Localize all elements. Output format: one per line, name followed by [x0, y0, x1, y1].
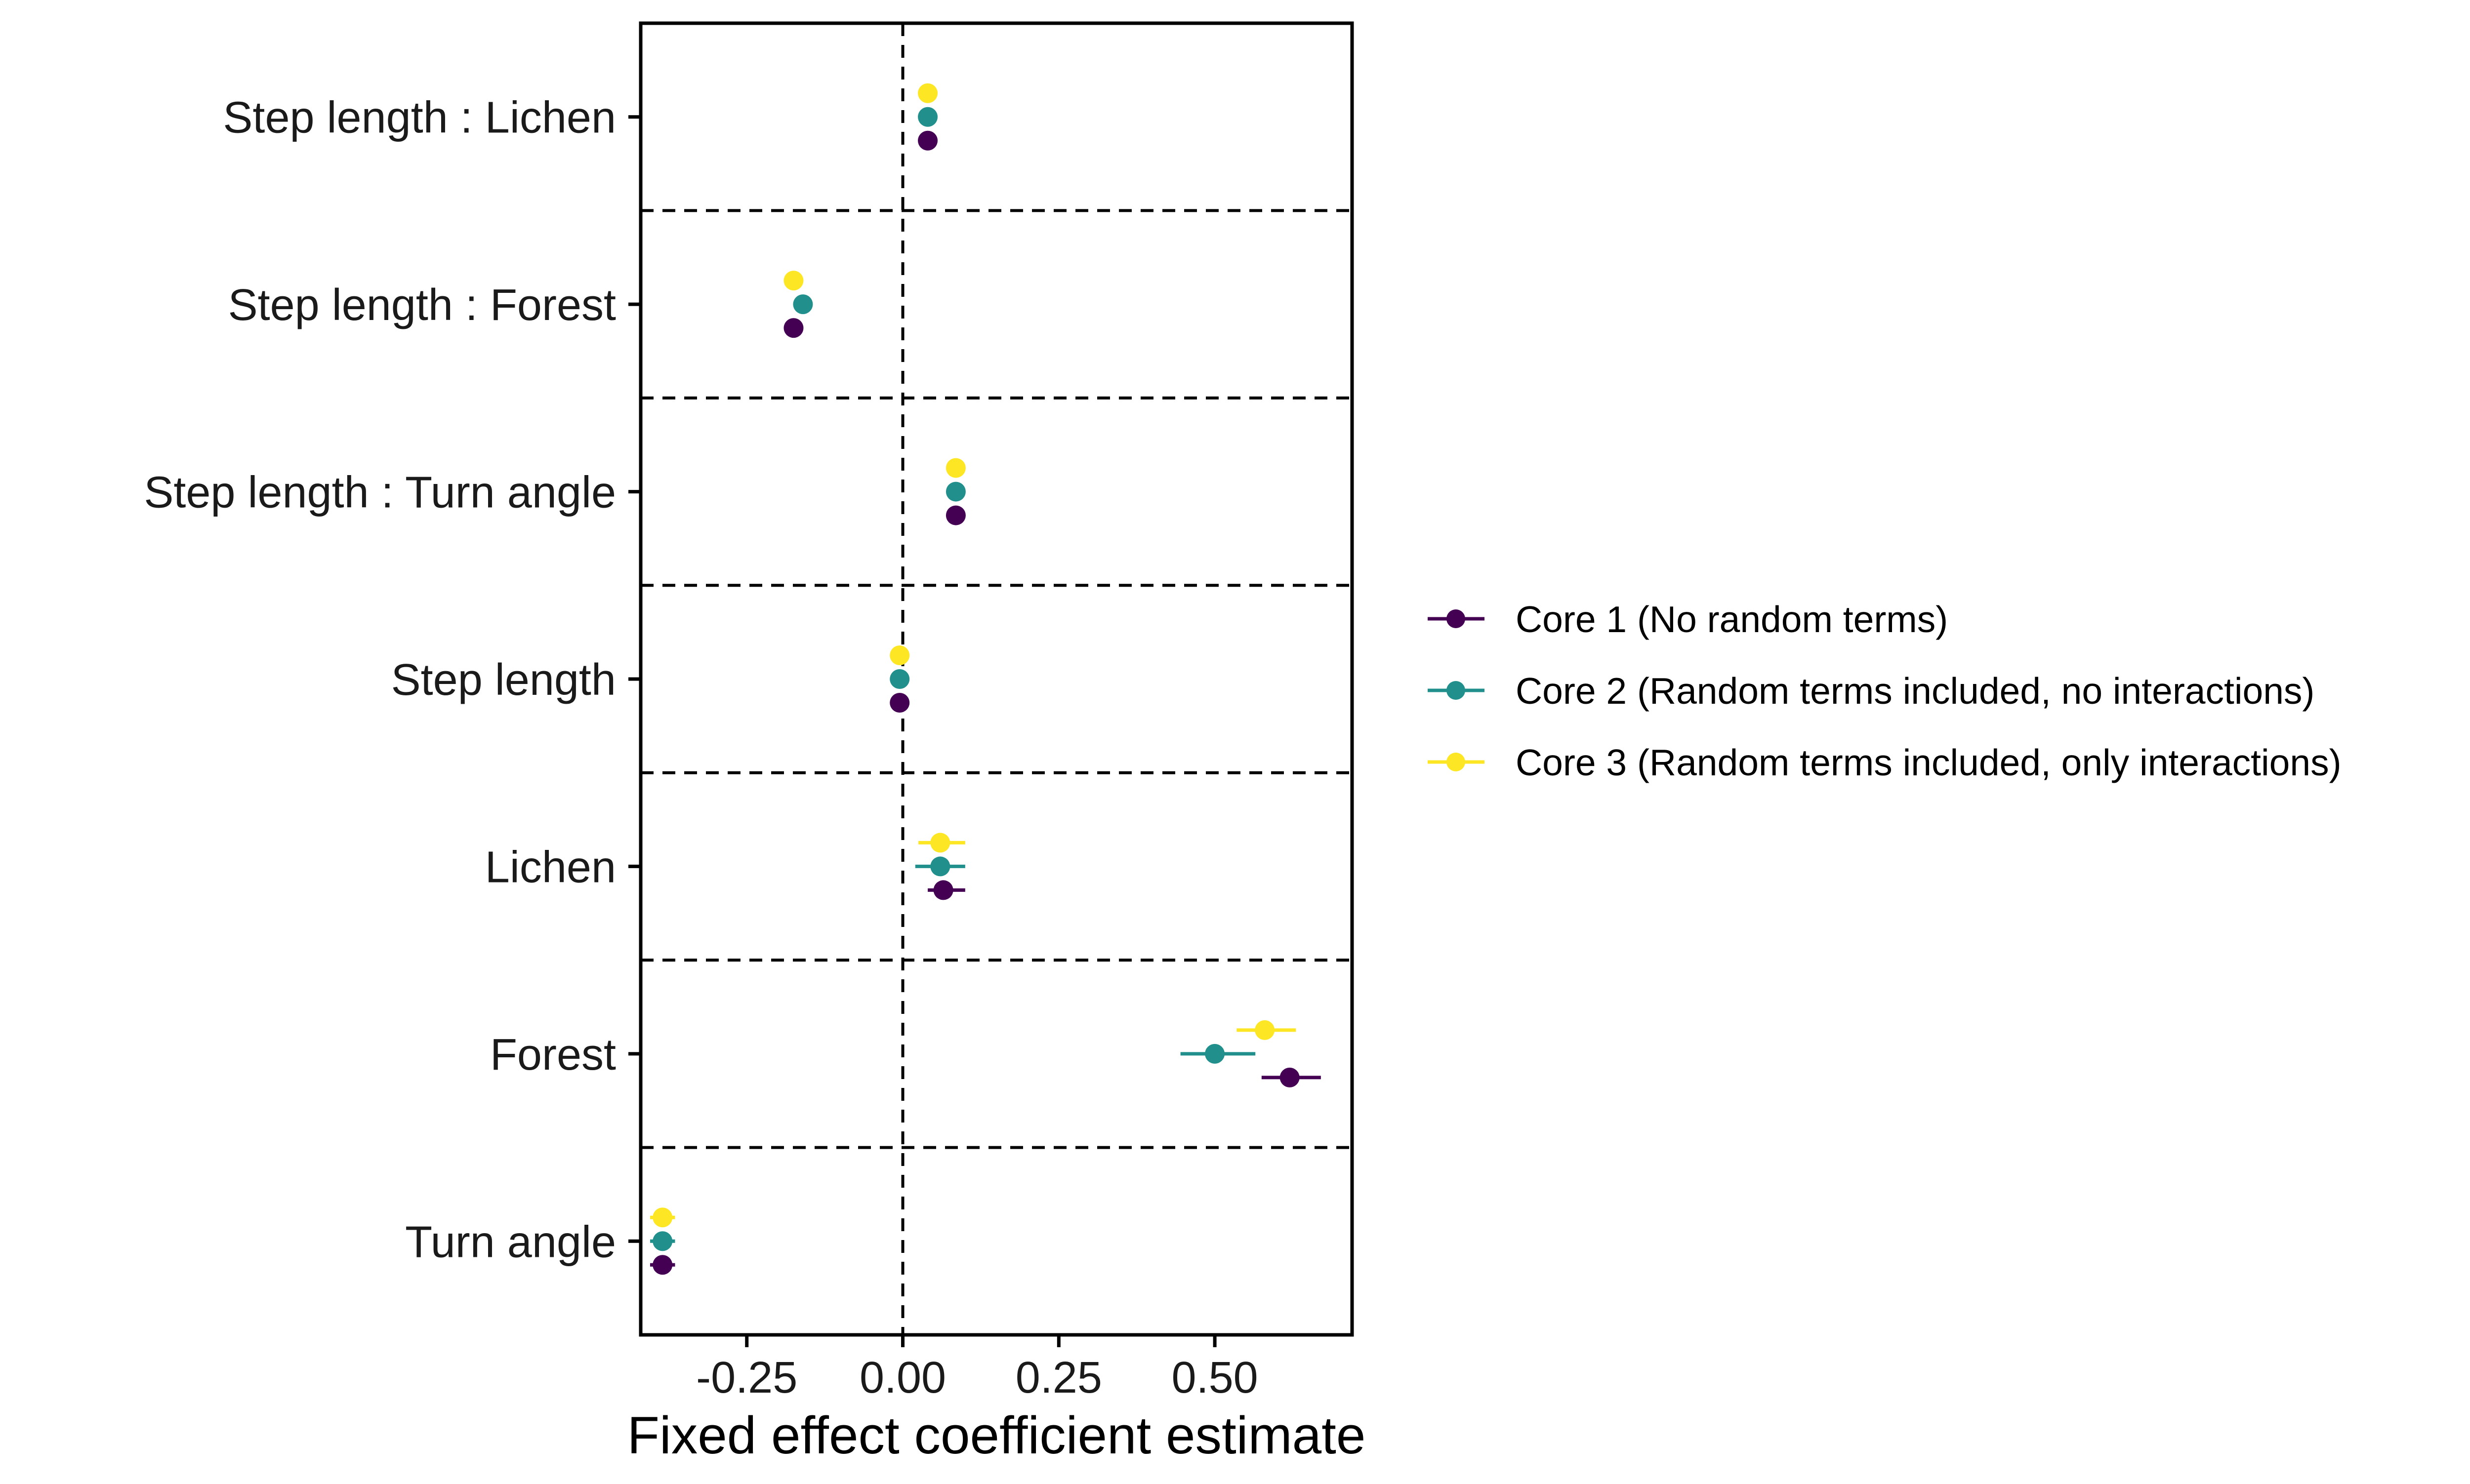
data-point [933, 880, 953, 900]
data-point [918, 130, 938, 151]
group-separators [641, 209, 1352, 1149]
y-tick-label: Step length : Forest [228, 281, 616, 330]
x-tick-label: 0.25 [1016, 1353, 1102, 1403]
data-point [918, 107, 938, 127]
y-tick-label: Forest [490, 1030, 616, 1080]
y-tick-label: Step length : Lichen [223, 93, 616, 143]
legend-entry-label: Core 3 (Random terms included, only inte… [1516, 742, 2342, 783]
data-point [890, 669, 910, 689]
legend-key-point [1446, 609, 1465, 628]
data-point [1205, 1043, 1225, 1064]
data-point [653, 1231, 673, 1251]
legend-key-point [1446, 681, 1465, 700]
y-tick-label: Lichen [485, 842, 616, 892]
data-point [930, 856, 950, 877]
y-tick-label: Turn angle [405, 1217, 616, 1267]
y-tick-label: Step length : Turn angle [144, 468, 616, 518]
legend: Core 1 (No random terms) Core 2 (Random t… [1428, 599, 2342, 783]
x-tick-label: -0.25 [696, 1353, 797, 1403]
x-axis-title: Fixed effect coefficient estimate [627, 1405, 1366, 1465]
legend-entry-label: Core 2 (Random terms included, no intera… [1516, 670, 2314, 712]
data-point [946, 481, 966, 502]
data-point [890, 693, 910, 713]
data-point [930, 833, 950, 853]
data-point [918, 83, 938, 103]
x-tick-label: 0.50 [1172, 1353, 1258, 1403]
data-point [890, 645, 910, 665]
legend-key-point [1446, 753, 1465, 771]
data-point [793, 294, 813, 315]
x-axis: -0.25 0.00 0.25 0.50 [696, 1335, 1258, 1403]
data-points [653, 83, 1300, 1275]
data-point [946, 458, 966, 478]
data-point [783, 318, 804, 338]
y-tick-label: Step length [391, 655, 616, 705]
data-point [1255, 1020, 1275, 1040]
data-point [946, 505, 966, 525]
y-axis: Step length : Lichen Step length : Forest… [144, 93, 641, 1267]
data-point [783, 271, 804, 291]
data-point [1279, 1067, 1300, 1087]
x-tick-label: 0.00 [860, 1353, 946, 1403]
data-point [653, 1207, 673, 1228]
data-point [653, 1255, 673, 1275]
legend-entry-label: Core 1 (No random terms) [1516, 599, 1948, 640]
